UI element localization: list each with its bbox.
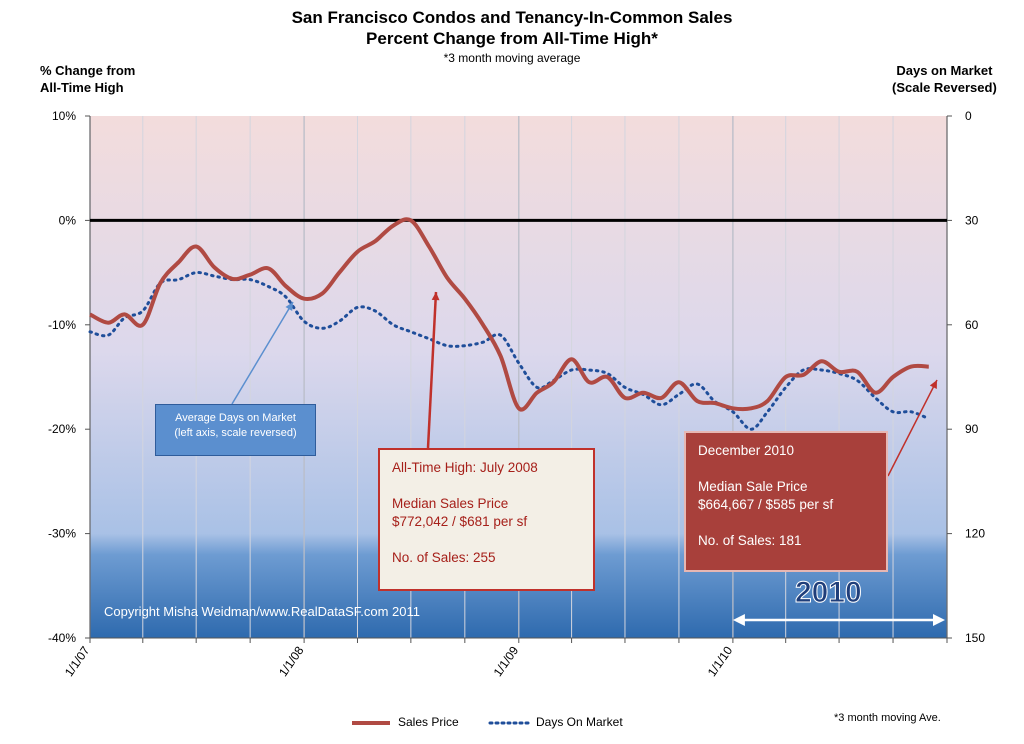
dom-callout-line1: Average Days on Market xyxy=(175,412,296,424)
dec-line3: $664,667 / $585 per sf xyxy=(698,497,834,512)
left-tick-label: 0% xyxy=(59,213,77,227)
right-tick-label: 60 xyxy=(965,318,979,332)
right-tick-label: 120 xyxy=(965,527,985,541)
left-tick-label: -40% xyxy=(48,631,76,645)
legend-dom-label: Days On Market xyxy=(536,715,623,729)
legend-sales-label: Sales Price xyxy=(398,715,459,729)
ath-line4: No. of Sales: 255 xyxy=(392,550,496,565)
footnote: *3 month moving Ave. xyxy=(834,712,941,724)
right-tick-label: 150 xyxy=(965,631,985,645)
dec-line1: December 2010 xyxy=(698,443,795,458)
right-axis-title-line1: Days on Market xyxy=(896,63,993,78)
chart-title-line1: San Francisco Condos and Tenancy-In-Comm… xyxy=(291,8,733,27)
dom-callout-arrow-head xyxy=(285,302,293,311)
left-tick-label: -20% xyxy=(48,422,76,436)
ath-callout-arrow-head xyxy=(431,292,440,301)
left-tick-label: 10% xyxy=(52,109,76,123)
x-tick-label: 1/1/08 xyxy=(276,643,307,679)
ath-line3: $772,042 / $681 per sf xyxy=(392,514,528,529)
x-tick-label: 1/1/09 xyxy=(491,643,522,679)
dec-callout-arrow-shaft xyxy=(887,379,938,477)
year-2010-span-right-head xyxy=(933,614,945,626)
series-sales-price-line xyxy=(89,217,929,412)
x-tick-label: 1/1/07 xyxy=(62,643,93,679)
dec-callout-arrow-head xyxy=(929,380,937,389)
ath-line2: Median Sales Price xyxy=(392,496,509,511)
right-axis-title-line2: (Scale Reversed) xyxy=(892,80,997,95)
chart-subtitle: *3 month moving average xyxy=(443,51,581,65)
left-axis-title-line2: All-Time High xyxy=(40,80,124,95)
legend: Sales Price Days On Market xyxy=(352,713,652,733)
left-tick-label: -10% xyxy=(48,318,76,332)
right-axis-title: Days on Market (Scale Reversed) xyxy=(892,62,997,96)
dec-line2: Median Sale Price xyxy=(698,479,808,494)
dec-line4: No. of Sales: 181 xyxy=(698,533,802,548)
dom-callout-arrow-shaft xyxy=(231,301,294,405)
dom-callout: Average Days on Market (left axis, scale… xyxy=(155,404,316,456)
dom-callout-line2: (left axis, scale reversed) xyxy=(174,427,297,439)
ath-line1: All-Time High: July 2008 xyxy=(392,460,538,475)
left-axis-title-line1: % Change from xyxy=(40,63,136,78)
year-2010-label: 2010 xyxy=(795,576,863,610)
x-tick-label: 1/1/10 xyxy=(705,643,736,679)
right-tick-label: 30 xyxy=(965,213,979,227)
chart-title-line2: Percent Change from All-Time High* xyxy=(366,29,658,48)
year-2010-span-left-head xyxy=(732,614,745,626)
left-tick-label: -30% xyxy=(48,527,76,541)
legend-swatches xyxy=(352,721,530,725)
left-axis-title: % Change from All-Time High xyxy=(40,62,135,96)
copyright-text: Copyright Misha Weidman/www.RealDataSF.c… xyxy=(104,604,420,619)
right-tick-label: 90 xyxy=(965,422,979,436)
all-time-high-callout: All-Time High: July 2008 Median Sales Pr… xyxy=(378,448,595,591)
ath-callout-arrow-shaft xyxy=(426,291,438,449)
right-tick-label: 0 xyxy=(965,109,972,123)
december-2010-callout: December 2010 Median Sale Price $664,667… xyxy=(684,431,888,572)
